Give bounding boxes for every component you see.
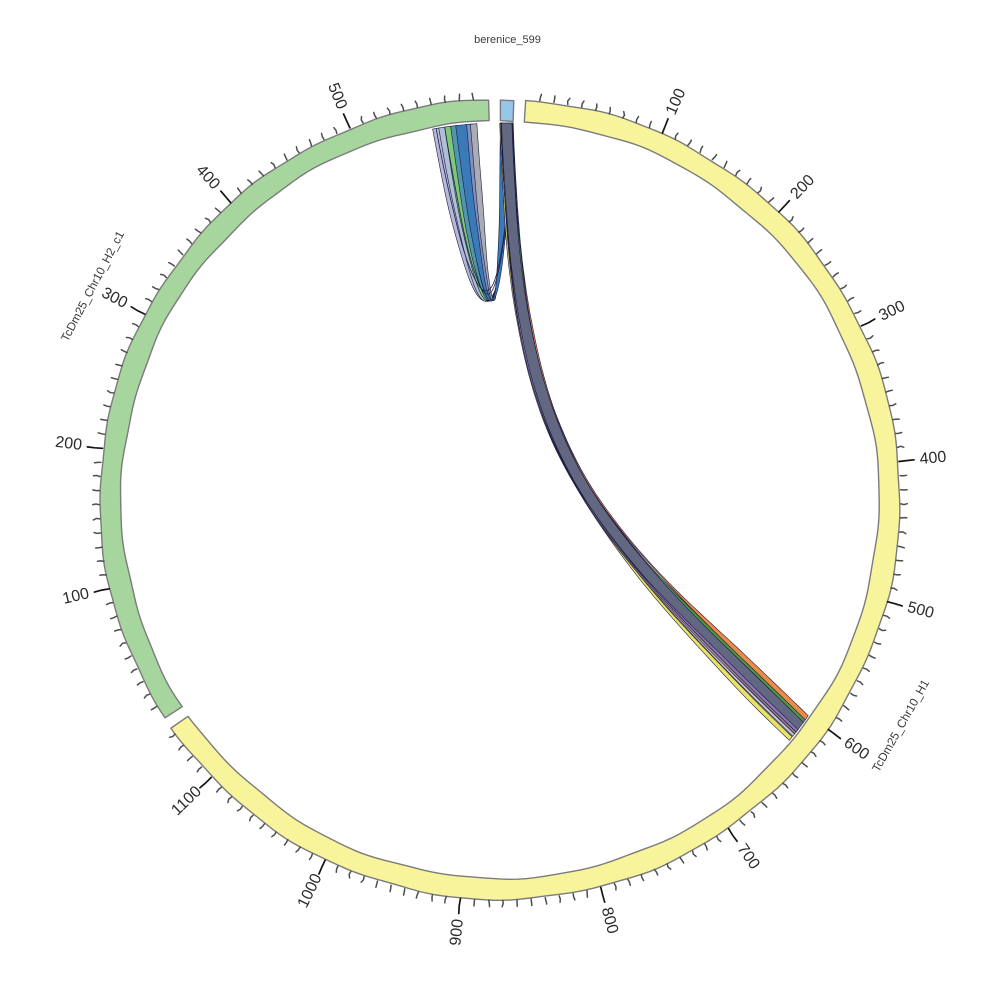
svg-text:400: 400 — [919, 449, 947, 468]
svg-text:900: 900 — [447, 918, 467, 946]
svg-text:200: 200 — [54, 434, 83, 454]
svg-text:500: 500 — [906, 599, 936, 622]
svg-text:berenice_599: berenice_599 — [474, 34, 541, 46]
svg-text:100: 100 — [61, 585, 91, 608]
svg-text:800: 800 — [598, 905, 621, 935]
